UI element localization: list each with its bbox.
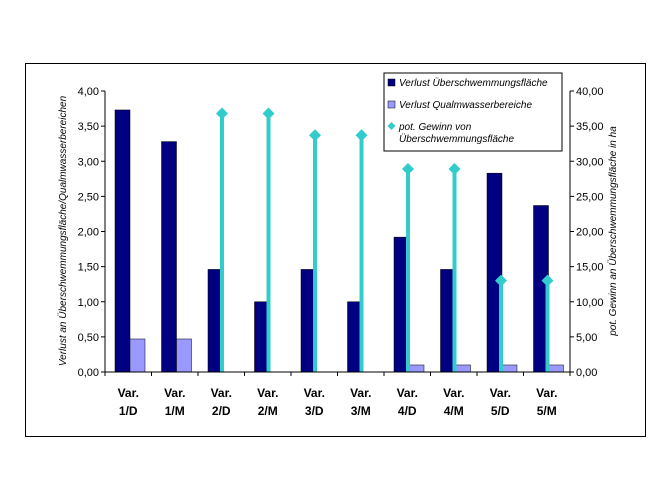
y-right-tick-label: 40,00 [576,86,604,98]
y-right-tick-label: 10,00 [576,297,604,309]
category-label-line1: Var. [118,386,139,400]
potential-gain-marker [541,274,554,287]
legend: Verlust Überschwemmungsfläche Verlust Qu… [383,72,563,152]
y-left-tick-label: 0,50 [78,332,99,344]
y-left-tick-label: 3,00 [78,156,99,168]
y-left-tick-label: 1,00 [78,297,99,309]
y-right-tick-label: 5,00 [576,332,597,344]
y-left-tick-label: 4,00 [78,86,99,98]
category-label-line1: Var. [397,386,418,400]
left-axis-ticks: 0,00 0,50 1,00 1,50 2,00 2,50 3,00 3,50 4,00 [78,86,105,379]
category-label-line1: Var. [257,386,278,400]
category-label-line1: Var. [304,386,325,400]
category-label-line2: 5/D [491,404,510,418]
category-label-line1: Var. [490,386,511,400]
legend-swatch-loss-seepage-area [387,100,396,109]
right-axis-ticks: 0,00 5,00 10,00 15,00 20,00 25,00 30,00 35,00 40… [570,86,604,379]
potential-gain-marker [262,107,275,120]
category-label-line2: 4/M [444,404,464,418]
category-label-line2: 2/M [258,404,278,418]
legend-label-potential-gain-line1: pot. Gewinn von [398,122,472,133]
category-label-line2: 5/M [537,404,557,418]
category-label-line2: 4/D [398,404,417,418]
y-left-tick-label: 2,50 [78,191,99,203]
axes [104,91,571,376]
category-label-line2: 3/M [351,404,371,418]
category-label-line1: Var. [164,386,185,400]
potential-gain-markers [216,107,554,372]
category-label-line2: 1/D [119,404,138,418]
category-label-line1: Var. [443,386,464,400]
category-label-line2: 2/D [212,404,231,418]
y-right-tick-label: 25,00 [576,191,604,203]
bar-loss-seepage-area [408,364,425,373]
y-axis-right-label: pot. Gewinn an Überschwemmungsfläche in … [607,126,619,337]
y-right-tick-label: 20,00 [576,227,604,239]
legend-label-loss-flood-area: Verlust Überschwemmungsfläche [399,77,548,89]
legend-label-loss-seepage-area: Verlust Qualmwasserbereiche [399,100,532,111]
bar-loss-seepage-area [455,364,471,373]
y-left-tick-label: 0,00 [78,367,99,379]
category-label-line2: 3/D [305,404,324,418]
potential-gain-marker [402,162,414,175]
y-right-tick-label: 35,00 [576,121,604,133]
bar-loss-seepage-area [129,338,146,373]
legend-swatch-loss-flood-area [387,78,396,87]
legend-marker-potential-gain [387,122,396,130]
category-label-line1: Var. [350,386,371,400]
legend-box [383,72,563,152]
category-labels: Var. 1/D Var. 1/M Var. 2/D Var. 2/M Var. 3/D Var. 3… [118,386,558,418]
potential-gain-marker [495,274,507,287]
bar-loss-seepage-area [176,338,192,373]
y-right-tick-label: 0,00 [576,367,597,379]
y-left-tick-label: 3,50 [78,121,99,133]
bars [114,109,564,373]
y-left-tick-label: 1,50 [78,262,99,274]
y-right-tick-label: 15,00 [576,262,604,274]
y-right-tick-label: 30,00 [576,156,604,168]
bar-loss-flood-area [114,109,131,373]
bar-loss-seepage-area [548,364,564,373]
y-left-tick-label: 2,00 [78,227,99,239]
potential-gain-marker [448,162,461,175]
potential-gain-marker [355,129,368,142]
potential-gain-marker [309,129,321,142]
bar-loss-flood-area [161,141,177,373]
category-label-line1: Var. [211,386,232,400]
legend-label-potential-gain-line2: Überschwemmungsfläche [399,133,514,145]
category-label-line1: Var. [536,386,557,400]
potential-gain-marker [216,107,228,120]
category-label-line2: 1/M [165,404,185,418]
y-axis-left-label: Verlust an Überschwemmungsfläche/Qualmwa… [57,95,69,366]
bar-loss-seepage-area [501,364,518,373]
